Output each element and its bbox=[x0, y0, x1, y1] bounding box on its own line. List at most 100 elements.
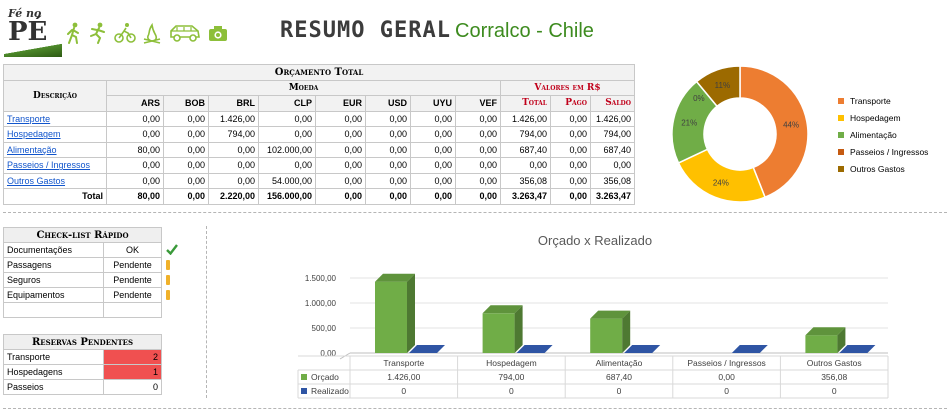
bar-orcado-top bbox=[805, 327, 846, 336]
legend-item: Alimentação bbox=[838, 126, 928, 143]
bar-orcado-top bbox=[375, 273, 415, 282]
bar-realizado bbox=[731, 345, 768, 353]
legend-label: Transporte bbox=[850, 95, 891, 106]
total-cell: 0,00 bbox=[315, 188, 366, 205]
budget-row-label: Alimentação bbox=[3, 141, 107, 158]
legend-label: Outros Gastos bbox=[850, 163, 905, 174]
data-label-orcado: 687,40 bbox=[606, 372, 632, 382]
category-link[interactable]: Passeios / Ingressos bbox=[7, 160, 91, 171]
data-label-orcado: 794,00 bbox=[498, 372, 524, 382]
budget-cell: 0,00 bbox=[208, 157, 259, 174]
budget-cell: 0,00 bbox=[315, 172, 366, 189]
warning-icon bbox=[162, 288, 182, 303]
budget-title: Orçamento Total bbox=[3, 64, 635, 81]
legend-swatch bbox=[838, 114, 844, 121]
budget-cell: 0,00 bbox=[550, 110, 591, 127]
budget-cell: 0,00 bbox=[258, 157, 316, 174]
data-label-realizado: 0 bbox=[401, 386, 406, 396]
budget-cell: 0,00 bbox=[208, 141, 259, 158]
category-link[interactable]: Alimentação bbox=[7, 144, 57, 155]
data-label-orcado: 0,00 bbox=[718, 372, 735, 382]
running-icon bbox=[90, 22, 105, 44]
legend-item: Outros Gastos bbox=[838, 160, 928, 177]
budget-row: Passeios / Ingressos 0,00 0,00 0,00 0,00 0,00… bbox=[3, 157, 635, 174]
budget-cell: 794,00 bbox=[590, 126, 635, 143]
budget-cell: 1.426,00 bbox=[500, 110, 551, 127]
checklist-label: Seguros bbox=[3, 272, 104, 288]
data-label-realizado: 0 bbox=[509, 386, 514, 396]
budget-row: Transporte 0,00 0,00 1.426,00 0,00 0,00 0,00 0,… bbox=[3, 110, 635, 127]
column-divider bbox=[206, 226, 207, 398]
budget-table: Orçamento Total Descrição Moeda Valores … bbox=[3, 64, 635, 205]
donut-label: 21% bbox=[681, 119, 697, 128]
cycling-icon bbox=[114, 23, 136, 43]
x-category-label: Passeios / Ingressos bbox=[687, 358, 765, 368]
category-link[interactable]: Outros Gastos bbox=[7, 175, 66, 186]
y-tick-label: 0,00 bbox=[320, 349, 336, 358]
budget-cell: 356,08 bbox=[500, 172, 551, 189]
total-cell: 0,00 bbox=[455, 188, 501, 205]
legend-item: Transporte bbox=[838, 92, 928, 109]
x-category-label: Transporte bbox=[383, 358, 424, 368]
budget-cell: 0,00 bbox=[163, 110, 209, 127]
budget-cell: 687,40 bbox=[590, 141, 635, 158]
checklist-label: Passagens bbox=[3, 257, 104, 273]
checklist-status: OK bbox=[103, 242, 162, 258]
donut-legend: Transporte Hospedagem Alimentação Passeios … bbox=[838, 92, 928, 177]
campfire-icon bbox=[143, 22, 161, 44]
budget-cell: 0,00 bbox=[550, 157, 591, 174]
category-link[interactable]: Hospedagem bbox=[7, 129, 61, 140]
legend-key bbox=[301, 374, 307, 380]
budget-row: Outros Gastos 0,00 0,00 0,00 54.000,00 0,00 0,… bbox=[3, 172, 635, 189]
budget-cell: 0,00 bbox=[315, 141, 366, 158]
total-label: Total bbox=[3, 188, 107, 205]
budget-row: Hospedagem 0,00 0,00 794,00 0,00 0,00 0,00 0,00… bbox=[3, 126, 635, 143]
check-icon bbox=[162, 243, 182, 258]
budget-cell: 794,00 bbox=[500, 126, 551, 143]
budget-cell: 0,00 bbox=[550, 126, 591, 143]
budget-cell: 0,00 bbox=[455, 110, 501, 127]
header: Fé no PÉ RESUMO GERAL Corralco - Chile bbox=[0, 0, 950, 62]
bar-realizado bbox=[516, 345, 553, 353]
bar-orcado-side bbox=[622, 310, 631, 353]
total-cell: 0,00 bbox=[163, 188, 209, 205]
total-cell: 156.000,00 bbox=[258, 188, 316, 205]
donut-label: 0% bbox=[693, 94, 705, 103]
total-cell: 0,00 bbox=[410, 188, 456, 205]
valores-header: Valores em R$ bbox=[500, 79, 635, 96]
reserva-item: Passeios 0 bbox=[3, 379, 162, 395]
data-label-orcado: 1.426,00 bbox=[387, 372, 420, 382]
total-cell: 3.263,47 bbox=[590, 188, 635, 205]
budget-cell: 0,00 bbox=[365, 141, 411, 158]
bar-orcado-top bbox=[482, 305, 523, 314]
budget-vs-actual-chart: Orçado x Realizado 0,00 500,00 1.000,00 1.50… bbox=[290, 228, 890, 403]
budget-cell: 0,00 bbox=[106, 126, 164, 143]
reserva-label: Hospedagens bbox=[3, 364, 104, 380]
series-name: Orçado bbox=[311, 372, 339, 382]
reserva-label: Transporte bbox=[3, 349, 104, 365]
budget-cell: 0,00 bbox=[550, 141, 591, 158]
reserva-item: Hospedagens 1 bbox=[3, 364, 162, 380]
budget-cell: 0,00 bbox=[106, 110, 164, 127]
bar-orcado bbox=[482, 313, 515, 353]
warning-icon bbox=[162, 273, 182, 288]
reservas-table: Reservas Pendentes Transporte 2 Hospedagen… bbox=[3, 334, 162, 395]
bar-realizado bbox=[409, 345, 445, 353]
section-divider bbox=[3, 212, 947, 213]
total-row: Total 80,00 0,00 2.220,00 156.000,00 0,0… bbox=[3, 188, 635, 205]
budget-cell: 0,00 bbox=[106, 172, 164, 189]
chart-title: Orçado x Realizado bbox=[538, 233, 652, 248]
budget-cell: 356,08 bbox=[590, 172, 635, 189]
budget-cell: 0,00 bbox=[258, 126, 316, 143]
legend-item: Passeios / Ingressos bbox=[838, 143, 928, 160]
bar-orcado bbox=[805, 335, 838, 353]
budget-cell: 687,40 bbox=[500, 141, 551, 158]
total-cell: 0,00 bbox=[365, 188, 411, 205]
total-cell: 2.220,00 bbox=[208, 188, 259, 205]
budget-column-headers: ARS BOB BRL CLP EUR USD UYU VEF Total Pa… bbox=[4, 95, 635, 112]
checklist-label: Documentações bbox=[3, 242, 104, 258]
hiking-icon bbox=[67, 22, 79, 44]
series-name: Realizado bbox=[311, 386, 349, 396]
category-link[interactable]: Transporte bbox=[7, 113, 51, 124]
donut-label: 11% bbox=[715, 81, 730, 90]
